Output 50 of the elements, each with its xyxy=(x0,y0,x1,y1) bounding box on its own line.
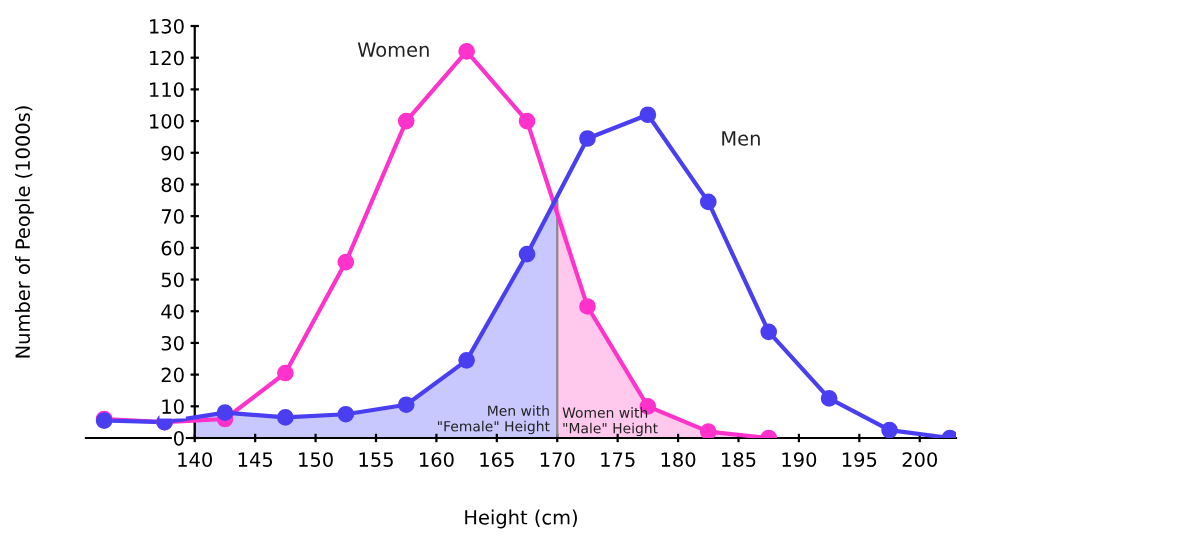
x-axis-title: Height (cm) xyxy=(465,509,577,529)
y-tick-label: 130 xyxy=(150,18,184,34)
y-tick-label: 50 xyxy=(161,272,184,288)
point xyxy=(397,112,415,130)
point xyxy=(881,421,898,438)
point xyxy=(337,405,355,423)
y-tick-label: 60 xyxy=(161,240,184,256)
y-axis-title: Number of People (1000s) xyxy=(14,106,34,358)
y-tick-label: 30 xyxy=(161,335,184,351)
y-tick-label: 110 xyxy=(150,82,184,98)
point xyxy=(699,193,717,211)
x-tick-label: 195 xyxy=(842,452,877,467)
y-tick-label: 20 xyxy=(161,367,184,383)
x-tick-label: 150 xyxy=(299,452,333,467)
point xyxy=(458,43,475,60)
series-label: Women xyxy=(357,42,429,57)
text: Men xyxy=(722,131,760,146)
point xyxy=(277,409,294,426)
point xyxy=(458,352,475,369)
y-tick-label: 80 xyxy=(161,177,184,193)
point xyxy=(820,390,838,407)
x-tick-label: 160 xyxy=(420,452,454,467)
y-tick-label: 0 xyxy=(173,430,184,446)
point xyxy=(639,106,657,124)
x-tick-label: 145 xyxy=(238,452,273,467)
y-tick-label: 120 xyxy=(150,50,184,66)
x-tick-label: 170 xyxy=(540,452,575,467)
point xyxy=(518,112,536,130)
point xyxy=(277,364,294,382)
x-tick-label: 155 xyxy=(359,452,393,467)
y-tick-label: 100 xyxy=(150,114,184,129)
point xyxy=(518,245,536,263)
y-tick-label: 90 xyxy=(161,145,184,161)
x-tick-label: 200 xyxy=(902,452,938,467)
x-tick-label: 175 xyxy=(601,452,635,467)
point xyxy=(337,253,355,271)
x-tick-label: 140 xyxy=(178,452,213,467)
x-tick-label: 165 xyxy=(480,452,514,467)
point xyxy=(579,130,596,147)
point xyxy=(760,323,778,341)
x-tick-label: 180 xyxy=(661,452,696,467)
point xyxy=(397,396,415,414)
x-tick-label: 190 xyxy=(782,452,817,467)
point xyxy=(699,423,717,438)
y-tick-label: 10 xyxy=(162,399,184,414)
x-tick-label: 185 xyxy=(722,452,756,467)
point xyxy=(579,298,596,315)
point xyxy=(216,404,234,421)
y-tick-label: 70 xyxy=(161,209,184,224)
y-tick-label: 40 xyxy=(161,304,184,319)
